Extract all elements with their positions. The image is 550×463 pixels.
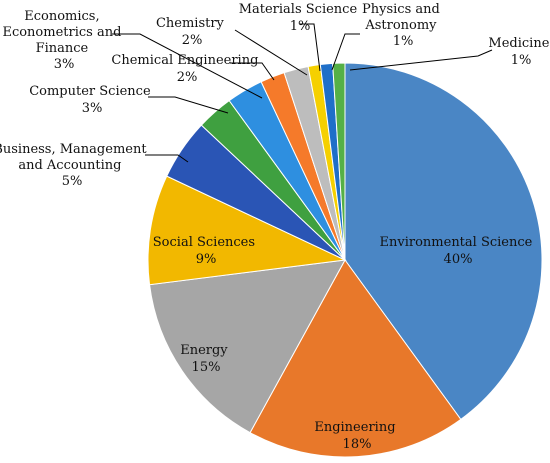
label-computer-science-percent: 3% xyxy=(82,101,103,116)
label-business-percent: 5% xyxy=(62,174,83,189)
label-chemical-engineering-percent: 2% xyxy=(177,70,198,85)
label-energy-percent: 15% xyxy=(192,360,221,375)
label-economics: Economics, Econometrics and Finance 3% xyxy=(2,9,125,72)
label-materials-science-name: Materials Science xyxy=(239,2,358,17)
label-economics-line2: Econometrics and xyxy=(2,25,121,40)
label-materials-science-percent: 1% xyxy=(290,19,311,34)
label-physics-percent: 1% xyxy=(393,34,414,49)
label-chemistry-percent: 2% xyxy=(182,33,203,48)
leader-line-chemistry xyxy=(234,29,308,76)
leader-line-computer-science xyxy=(148,96,229,114)
leader-lines xyxy=(112,23,493,163)
label-business: Business, Management and Accounting 5% xyxy=(0,142,151,189)
leader-line-physics xyxy=(331,33,360,71)
leader-line-materials-science xyxy=(300,23,321,72)
label-medicine: Medicine 1% xyxy=(488,36,550,68)
label-economics-percent: 3% xyxy=(54,57,75,72)
label-chemical-engineering-name: Chemical Engineering xyxy=(111,53,258,68)
slice-labels: Environmental Science 40% Engineering 18… xyxy=(0,2,550,452)
label-business-line1: Business, Management xyxy=(0,142,147,157)
pie-slice-environmental-science xyxy=(344,62,543,421)
leader-line-economics xyxy=(112,33,263,99)
label-engineering-percent: 18% xyxy=(343,437,372,452)
label-economics-line1: Economics, xyxy=(24,9,99,24)
label-energy-name: Energy xyxy=(180,343,228,358)
pie-slice-energy xyxy=(148,259,346,434)
label-environmental-science-percent: 40% xyxy=(444,252,473,267)
label-physics: Physics and Astronomy 1% xyxy=(362,2,444,49)
label-medicine-percent: 1% xyxy=(511,53,532,68)
label-economics-line3: Finance xyxy=(36,41,89,56)
label-physics-line2: Astronomy xyxy=(364,18,437,33)
leader-line-business xyxy=(145,154,189,163)
label-medicine-name: Medicine xyxy=(488,36,549,51)
label-physics-line1: Physics and xyxy=(362,2,440,17)
pie-slices xyxy=(147,62,543,458)
label-chemical-engineering: Chemical Engineering 2% xyxy=(111,53,262,85)
label-engineering: Engineering 18% xyxy=(314,420,399,452)
leader-line-chemical-engineering xyxy=(230,62,275,81)
label-environmental-science: Environmental Science 40% xyxy=(380,235,537,267)
label-environmental-science-name: Environmental Science xyxy=(380,235,533,250)
pie-slice-medicine xyxy=(332,62,346,261)
pie-slice-engineering xyxy=(249,259,462,458)
label-energy: Energy 15% xyxy=(180,343,232,375)
label-engineering-name: Engineering xyxy=(314,420,395,435)
leader-line-medicine xyxy=(349,49,493,71)
label-computer-science: Computer Science 3% xyxy=(29,84,155,116)
label-computer-science-name: Computer Science xyxy=(29,84,151,99)
label-social-sciences: Social Sciences 9% xyxy=(153,235,259,267)
pie-slice-social-sciences xyxy=(147,175,347,286)
label-social-sciences-percent: 9% xyxy=(196,252,217,267)
label-business-line2: and Accounting xyxy=(18,158,121,173)
label-chemistry: Chemistry 2% xyxy=(156,16,228,48)
label-social-sciences-name: Social Sciences xyxy=(153,235,255,250)
label-chemistry-name: Chemistry xyxy=(156,16,225,31)
label-materials-science: Materials Science 1% xyxy=(239,2,362,34)
